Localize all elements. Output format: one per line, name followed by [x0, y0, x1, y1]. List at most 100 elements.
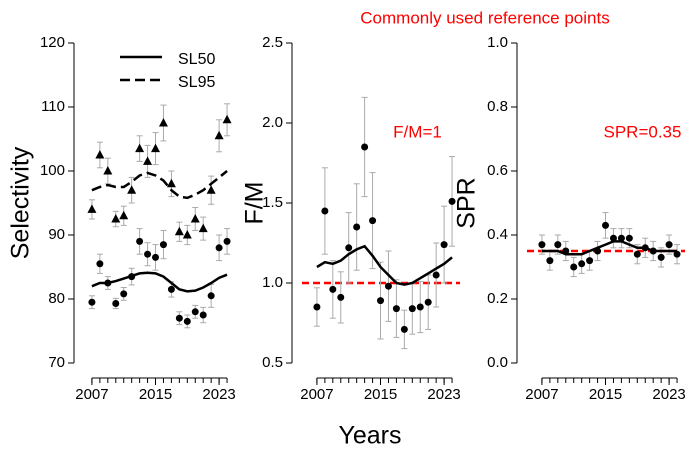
- point: [337, 293, 345, 301]
- triangle-point: [174, 226, 184, 236]
- point: [440, 241, 448, 249]
- x-tick-label: 2023: [652, 386, 685, 403]
- point: [400, 325, 408, 333]
- point: [207, 292, 215, 300]
- y-tick-label: 1.0: [487, 34, 508, 51]
- triangle-point: [119, 210, 129, 220]
- y-tick-label: 100: [40, 162, 65, 179]
- line: [541, 240, 678, 256]
- point: [377, 297, 385, 305]
- point: [578, 260, 586, 268]
- triangle-point: [166, 178, 176, 188]
- point: [191, 308, 199, 316]
- point: [152, 253, 160, 261]
- triangle-point: [198, 223, 208, 233]
- point: [665, 241, 673, 249]
- point: [408, 305, 416, 313]
- y-tick-label: 90: [48, 226, 65, 243]
- triangle-point: [151, 143, 161, 153]
- figure-title: Commonly used reference points: [360, 8, 609, 27]
- y-axis-label: SPR: [453, 177, 481, 228]
- line: [91, 170, 228, 200]
- x-tick-label: 2007: [525, 386, 558, 403]
- y-tick-label: 0.8: [487, 98, 508, 115]
- x-tick-label: 2023: [202, 386, 235, 403]
- point: [215, 244, 223, 252]
- y-tick-label: 2.5: [262, 34, 283, 51]
- y-tick-label: 0.6: [487, 162, 508, 179]
- triangle-point: [206, 185, 216, 194]
- triangle-point: [190, 214, 200, 223]
- triangle-point: [103, 166, 113, 175]
- line: [91, 271, 228, 293]
- x-tick-label: 2023: [427, 386, 460, 403]
- triangle-point: [111, 214, 121, 223]
- point: [538, 241, 546, 249]
- y-tick-label: 1.5: [262, 194, 283, 211]
- x-tick-label: 2015: [589, 386, 622, 403]
- point: [223, 237, 231, 245]
- triangle-point: [182, 230, 192, 239]
- reference-label: SPR=0.35: [604, 122, 682, 141]
- point: [369, 217, 377, 225]
- x-tick-label: 2015: [139, 386, 172, 403]
- point: [633, 250, 641, 258]
- point: [617, 234, 625, 242]
- point: [586, 257, 594, 265]
- point: [199, 311, 207, 319]
- y-tick-label: 1.0: [262, 274, 283, 291]
- point: [570, 263, 578, 271]
- point: [448, 197, 456, 205]
- x-tick-label: 2015: [364, 386, 397, 403]
- y-tick-label: 0.0: [487, 354, 508, 371]
- point: [120, 290, 128, 298]
- y-tick-label: 80: [48, 290, 65, 307]
- triangle-point: [135, 143, 145, 153]
- y-axis-label: F/M: [241, 181, 269, 224]
- triangle-point: [95, 150, 105, 159]
- point: [384, 282, 392, 290]
- point: [416, 303, 424, 311]
- point: [673, 250, 681, 258]
- point: [554, 241, 562, 249]
- point: [361, 143, 369, 151]
- point: [602, 221, 610, 229]
- point: [167, 285, 175, 293]
- x-tick-label: 2007: [300, 386, 333, 403]
- point: [136, 237, 144, 245]
- legend-label: SL95: [178, 74, 215, 91]
- y-tick-label: 110: [41, 98, 65, 115]
- triangle-point: [222, 114, 232, 124]
- point: [321, 207, 329, 215]
- y-tick-label: 2.0: [262, 114, 283, 131]
- triangle-point: [158, 118, 168, 127]
- point: [313, 303, 321, 311]
- point: [329, 285, 337, 293]
- point: [88, 298, 96, 306]
- point: [183, 317, 191, 325]
- point: [175, 314, 183, 322]
- point: [609, 234, 617, 242]
- y-axis-label: Selectivity: [7, 146, 35, 259]
- triangle-point: [143, 156, 153, 165]
- y-tick-label: 120: [40, 34, 65, 51]
- point: [432, 271, 440, 279]
- triangle-point: [214, 130, 224, 140]
- point: [657, 253, 665, 261]
- point: [144, 250, 152, 258]
- point: [96, 260, 104, 268]
- y-tick-label: 0.5: [262, 354, 283, 371]
- reference-label: F/M=1: [393, 122, 442, 141]
- point: [353, 223, 361, 231]
- y-tick-label: 0.4: [487, 226, 508, 243]
- triangle-point: [87, 204, 97, 213]
- y-tick-label: 0.2: [487, 290, 508, 307]
- point: [546, 257, 554, 265]
- point: [345, 244, 353, 252]
- point: [392, 305, 400, 313]
- point: [112, 299, 120, 307]
- triangle-point: [127, 185, 137, 194]
- y-tick-label: 70: [48, 354, 65, 371]
- point: [159, 241, 167, 249]
